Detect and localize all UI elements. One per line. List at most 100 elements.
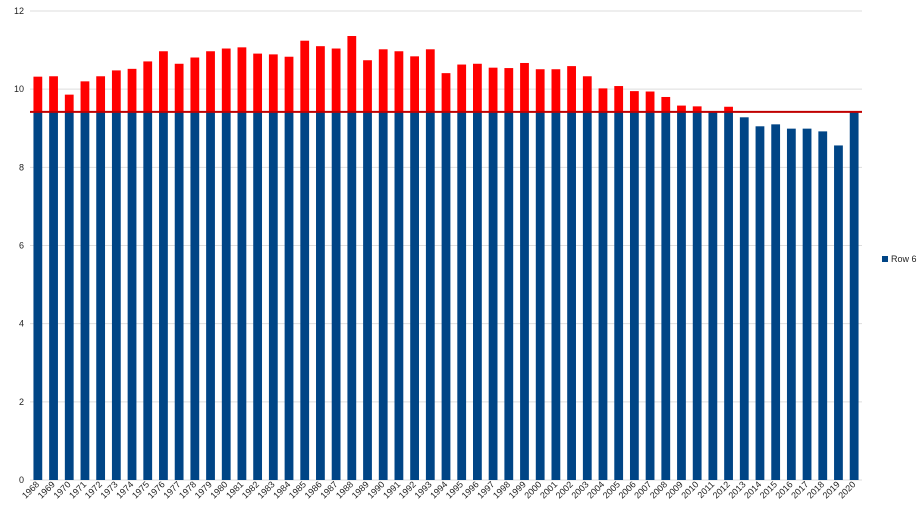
bar-1998 <box>504 111 514 481</box>
bar-1976 <box>159 111 168 481</box>
bar-2007 <box>645 111 655 481</box>
bar-2005 <box>614 111 624 481</box>
bar-excess-1992 <box>410 56 419 112</box>
bar-2008 <box>661 111 671 481</box>
bar-excess-1995 <box>457 64 467 112</box>
bar-2017 <box>802 128 812 480</box>
y-axis-tick-labels: 0 2 4 6 8 10 12 <box>14 6 24 485</box>
bar-1984 <box>284 111 294 481</box>
bar-excess-1993 <box>425 49 435 112</box>
bar-1973 <box>111 111 121 481</box>
bar-1971 <box>80 111 90 481</box>
bar-1974 <box>127 111 137 481</box>
bar-1977 <box>174 111 184 481</box>
bar-2013 <box>739 117 749 480</box>
bar-1968 <box>33 111 43 481</box>
x-tick-label: 2020 <box>836 479 857 500</box>
bar-excess-2007 <box>645 91 655 112</box>
bar-excess-1972 <box>96 76 106 112</box>
bar-2003 <box>582 111 592 481</box>
bar-excess-1999 <box>520 62 529 112</box>
y-tick-label: 2 <box>19 397 24 407</box>
bar-excess-1970 <box>64 94 74 112</box>
bar-excess-1986 <box>316 46 325 112</box>
bar-excess-1975 <box>143 61 153 112</box>
bar-2016 <box>786 128 796 480</box>
legend: Row 6 <box>882 254 917 264</box>
bar-2011 <box>708 111 718 481</box>
bar-excess-2004 <box>598 88 608 112</box>
bar-excess-1988 <box>347 36 357 112</box>
bar-excess-2012 <box>724 106 733 112</box>
bar-excess-1998 <box>504 68 514 112</box>
bar-excess-1977 <box>174 63 184 112</box>
bar-1992 <box>410 111 419 481</box>
bars <box>33 36 859 481</box>
bar-1972 <box>96 111 106 481</box>
bar-excess-2005 <box>614 86 624 112</box>
bar-excess-1997 <box>488 67 498 112</box>
bar-2020 <box>849 111 859 481</box>
bar-excess-2008 <box>661 96 671 112</box>
bar-1995 <box>457 111 467 481</box>
x-axis-tick-labels: 1968196919701971197219731974197519761977… <box>20 479 858 500</box>
bar-2010 <box>692 111 702 481</box>
bar-excess-1980 <box>221 48 231 112</box>
y-tick-label: 4 <box>19 319 24 329</box>
bar-excess-1983 <box>268 54 278 112</box>
bar-excess-1973 <box>111 70 121 112</box>
bar-excess-1968 <box>33 76 43 112</box>
bar-excess-1979 <box>206 51 215 112</box>
bar-1969 <box>49 111 58 481</box>
bar-excess-1978 <box>190 57 200 112</box>
bar-1975 <box>143 111 153 481</box>
bar-2014 <box>755 126 765 480</box>
bar-excess-1971 <box>80 81 90 112</box>
bar-2004 <box>598 111 608 481</box>
bar-1985 <box>300 111 310 481</box>
bar-1983 <box>268 111 278 481</box>
bar-excess-1974 <box>127 68 137 112</box>
bar-1991 <box>394 111 404 481</box>
y-tick-label: 6 <box>19 241 24 251</box>
legend-swatch <box>882 256 888 262</box>
bar-1980 <box>221 111 231 481</box>
bar-1982 <box>253 111 263 481</box>
bar-2009 <box>677 111 686 481</box>
bar-2019 <box>834 145 843 481</box>
bar-2012 <box>724 111 733 481</box>
legend-label: Row 6 <box>891 254 917 264</box>
bar-excess-2000 <box>535 69 545 112</box>
bar-1993 <box>425 111 435 481</box>
bar-excess-2001 <box>551 69 561 112</box>
bar-2001 <box>551 111 561 481</box>
bar-excess-1994 <box>441 73 451 112</box>
bar-1970 <box>64 111 74 481</box>
bar-1996 <box>473 111 482 481</box>
bar-1988 <box>347 111 357 481</box>
bar-excess-2009 <box>677 105 686 112</box>
bar-1990 <box>378 111 388 481</box>
bar-excess-1976 <box>159 51 168 112</box>
bar-excess-1981 <box>237 47 247 112</box>
bar-excess-2010 <box>692 106 702 112</box>
bar-excess-1984 <box>284 56 294 112</box>
bar-1978 <box>190 111 200 481</box>
bar-excess-1991 <box>394 51 404 112</box>
bar-1994 <box>441 111 451 481</box>
bar-2006 <box>629 111 639 481</box>
y-tick-label: 0 <box>19 475 24 485</box>
bar-1989 <box>363 111 372 481</box>
bar-excess-1985 <box>300 40 310 112</box>
bar-2000 <box>535 111 545 481</box>
y-tick-label: 8 <box>19 162 24 172</box>
y-tick-label: 12 <box>14 6 24 16</box>
bar-excess-2003 <box>582 76 592 112</box>
bar-excess-1987 <box>331 48 341 112</box>
bar-2002 <box>567 111 576 481</box>
bar-excess-1996 <box>473 63 482 112</box>
bar-1979 <box>206 111 215 481</box>
bar-excess-1969 <box>49 76 58 112</box>
bar-2018 <box>818 131 828 481</box>
